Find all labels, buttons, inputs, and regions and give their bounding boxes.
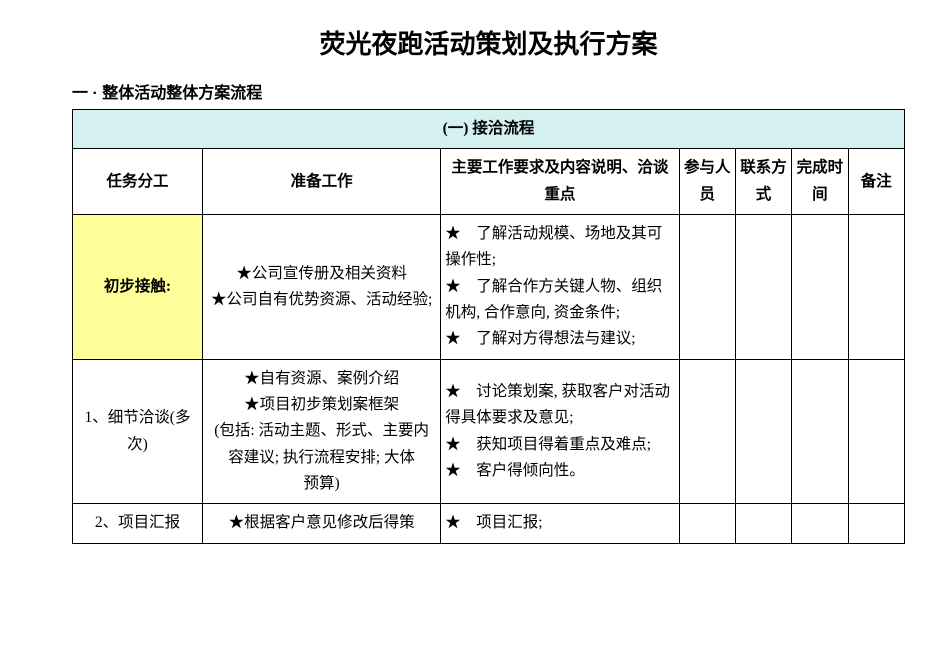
cell-task: 2、项目汇报 <box>73 504 203 543</box>
cell-task: 初步接触: <box>73 215 203 360</box>
cell-main: ★ 讨论策划案, 获取客户对活动得具体要求及意见;★ 获知项目得着重点及难点;★… <box>441 359 679 504</box>
cell-people <box>679 359 735 504</box>
process-table: (一) 接洽流程 任务分工 准备工作 主要工作要求及内容说明、洽谈重点 参与人员… <box>72 109 905 544</box>
section-1-heading: 一 · 整体活动整体方案流程 <box>72 79 905 103</box>
document-title: 荧光夜跑活动策划及执行方案 <box>72 24 905 61</box>
col-header-remark: 备注 <box>848 149 904 215</box>
cell-main: ★ 项目汇报; <box>441 504 679 543</box>
cell-contact <box>735 504 791 543</box>
table-section-title: (一) 接洽流程 <box>73 110 905 149</box>
cell-prep: ★公司宣传册及相关资料★公司自有优势资源、活动经验; <box>202 215 440 360</box>
col-header-people: 参与人员 <box>679 149 735 215</box>
col-header-task: 任务分工 <box>73 149 203 215</box>
cell-task: 1、细节洽谈(多次) <box>73 359 203 504</box>
cell-contact <box>735 359 791 504</box>
cell-contact <box>735 215 791 360</box>
cell-time <box>792 215 848 360</box>
col-header-contact: 联系方式 <box>735 149 791 215</box>
cell-remark <box>848 359 904 504</box>
cell-main: ★ 了解活动规模、场地及其可操作性;★ 了解合作方关键人物、组织机构, 合作意向… <box>441 215 679 360</box>
cell-time <box>792 359 848 504</box>
table-row: 2、项目汇报 ★根据客户意见修改后得策 ★ 项目汇报; <box>73 504 905 543</box>
cell-people <box>679 215 735 360</box>
table-row: 1、细节洽谈(多次) ★自有资源、案例介绍★项目初步策划案框架(包括: 活动主题… <box>73 359 905 504</box>
cell-remark <box>848 215 904 360</box>
col-header-time: 完成时间 <box>792 149 848 215</box>
col-header-prep: 准备工作 <box>202 149 440 215</box>
cell-remark <box>848 504 904 543</box>
cell-time <box>792 504 848 543</box>
table-header-row: 任务分工 准备工作 主要工作要求及内容说明、洽谈重点 参与人员 联系方式 完成时… <box>73 149 905 215</box>
col-header-main: 主要工作要求及内容说明、洽谈重点 <box>441 149 679 215</box>
cell-prep: ★根据客户意见修改后得策 <box>202 504 440 543</box>
cell-prep: ★自有资源、案例介绍★项目初步策划案框架(包括: 活动主题、形式、主要内容建议;… <box>202 359 440 504</box>
cell-people <box>679 504 735 543</box>
table-row: 初步接触: ★公司宣传册及相关资料★公司自有优势资源、活动经验; ★ 了解活动规… <box>73 215 905 360</box>
